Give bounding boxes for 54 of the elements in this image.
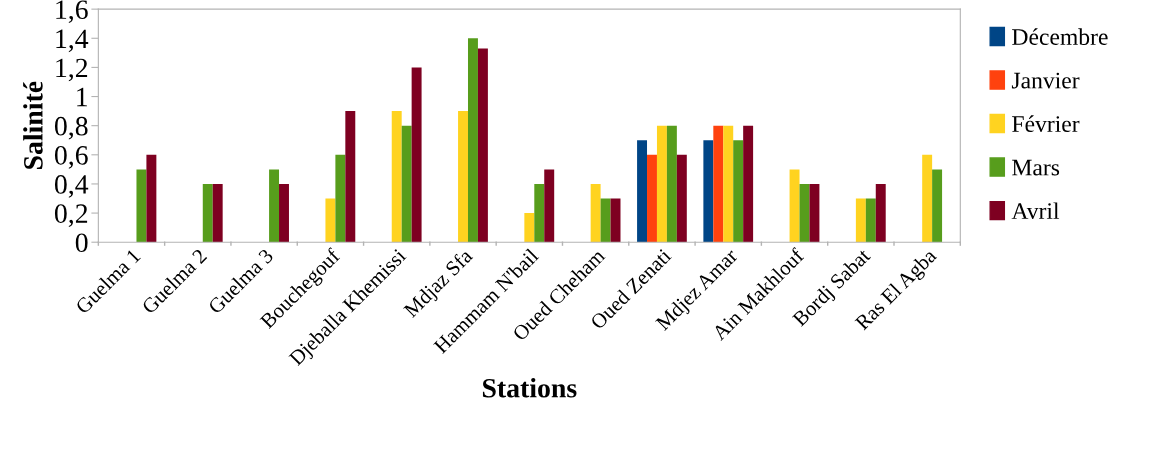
bar [468,38,478,243]
bar [637,140,648,243]
bar [703,140,714,243]
bar [666,125,677,243]
y-tick-label: 1,6 [56,0,88,24]
bar [335,154,346,243]
bar [590,183,601,243]
bar [146,154,157,243]
bar [676,154,687,243]
y-tick-label: 1 [77,87,87,107]
bar [477,48,488,243]
legend-label: Mars [1012,159,1060,176]
bar [212,183,223,243]
legend-label: Janvier [1011,72,1080,89]
bar [647,154,657,243]
bar [809,183,820,243]
bar [458,111,468,243]
bar [279,183,289,243]
bar [534,183,545,243]
y-tick-label: 0,8 [54,116,88,140]
bar [855,198,866,243]
bar [713,125,724,243]
bar [656,125,667,243]
bar [269,169,280,243]
bar [524,213,535,243]
bar [544,169,555,243]
bar [411,67,422,243]
bar [345,111,356,243]
bar [789,169,800,243]
legend-label: Décembre [1012,28,1108,45]
bar [391,111,402,243]
bar [600,198,611,243]
bar [743,125,754,243]
y-tick-label: 0,6 [54,145,88,169]
bar [723,125,734,243]
y-axis-title: Salinité [23,81,43,169]
bar [922,154,933,243]
bar [136,169,147,243]
bar [875,183,886,243]
bar [733,140,744,243]
bar [325,198,336,243]
bar [932,169,943,243]
y-tick-label: 1,4 [56,29,89,53]
y-tick-label: 0 [75,233,88,253]
bar [799,183,810,243]
y-tick-label: 0,4 [54,175,89,198]
legend-label: Février [1012,115,1080,133]
y-tick-label: 1,2 [56,58,88,82]
x-axis-title: Stations [482,378,577,398]
bar [401,125,412,243]
legend-label: Avril [1011,202,1060,220]
y-tick-label: 0,2 [54,204,88,227]
bar [865,198,876,243]
bar [202,183,213,243]
